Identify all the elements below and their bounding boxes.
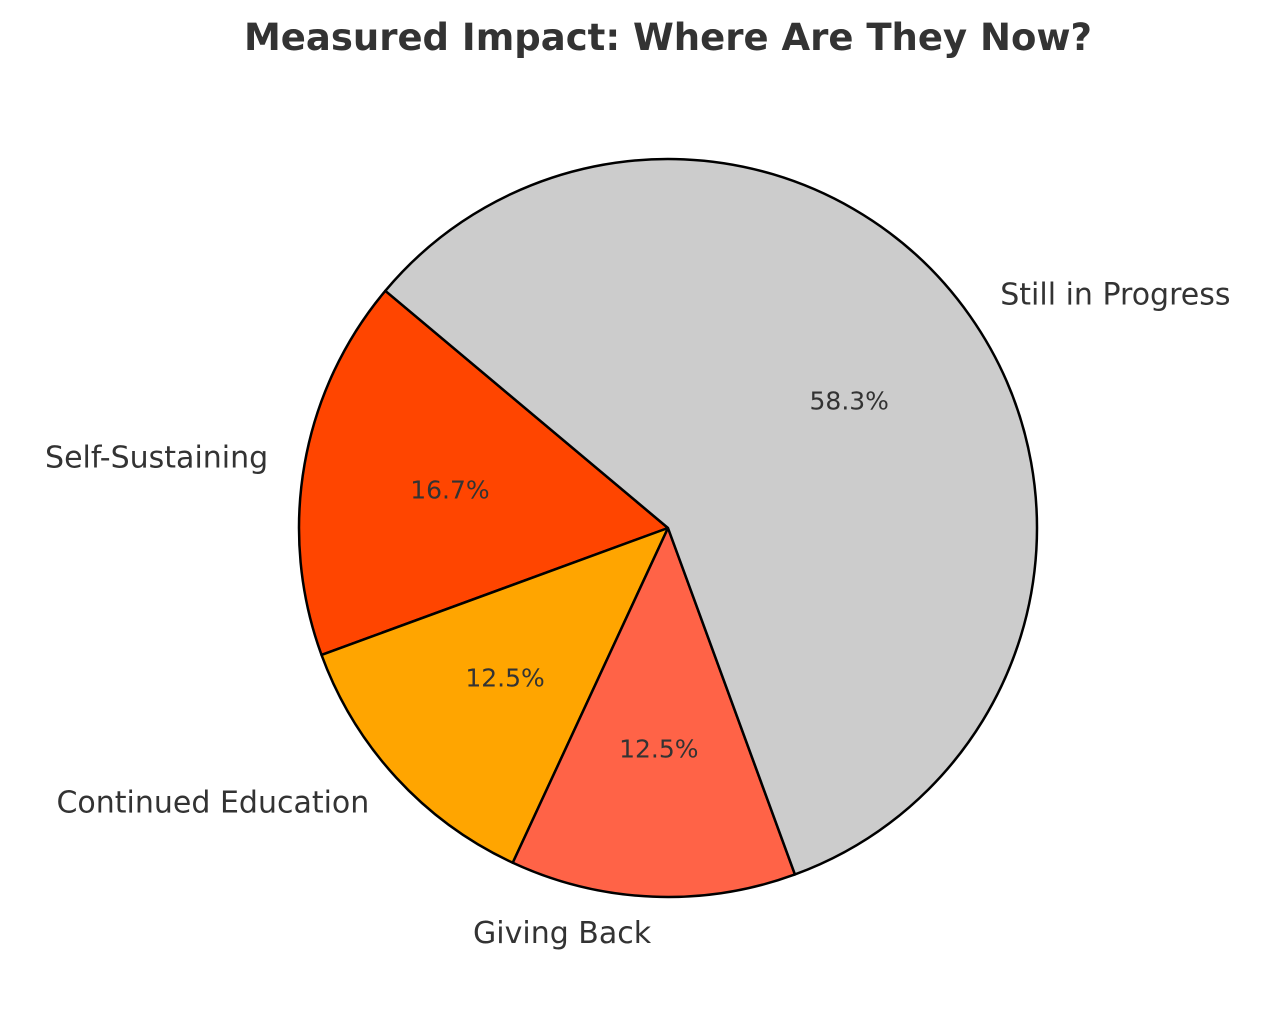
percent-label-giving-back: 12.5% [619,735,698,764]
pie-slices [297,157,1039,899]
pie-slice-self-sustaining [297,289,670,657]
pie-slice-still-in-progress [384,157,1039,876]
pie-slice-giving-back [511,526,797,899]
category-label-continued-education: Continued Education [56,785,369,820]
category-label-giving-back: Giving Back [473,916,652,951]
category-label-still-in-progress: Still in Progress [1000,277,1230,312]
pie-slice-continued-education [320,526,670,865]
category-label-self-sustaining: Self-Sustaining [45,440,268,475]
chart-title: Measured Impact: Where Are They Now? [244,16,1092,59]
percent-label-still-in-progress: 58.3% [810,386,889,415]
percent-label-self-sustaining: 16.7% [410,475,489,504]
percent-labels: 16.7% 12.5% 12.5% 58.3% [410,386,889,763]
percent-label-continued-education: 12.5% [465,663,544,692]
category-labels: Self-Sustaining Continued Education Giving… [45,277,1230,951]
